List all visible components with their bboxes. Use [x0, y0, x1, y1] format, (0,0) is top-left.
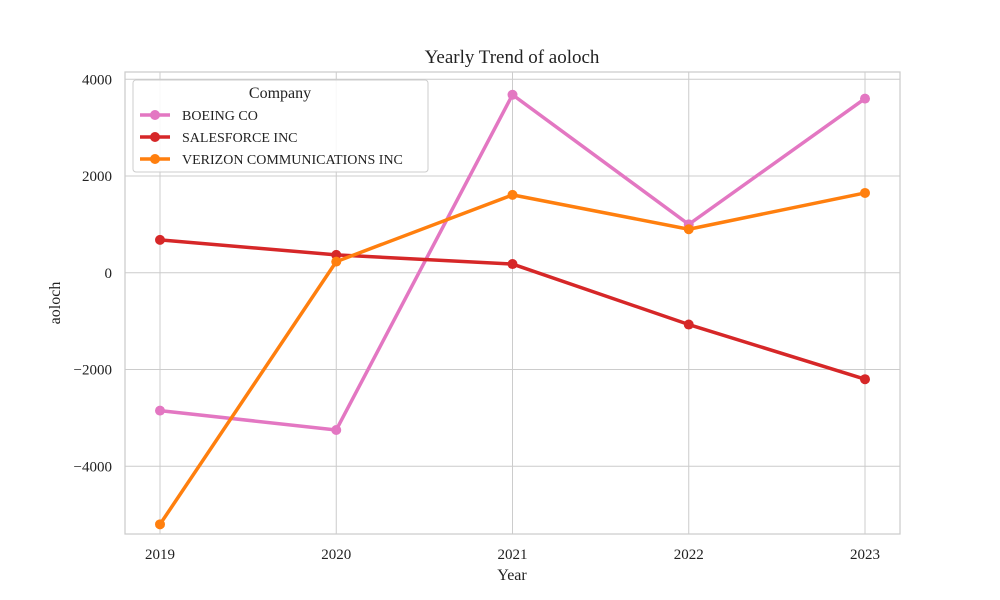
data-point [683, 319, 694, 330]
legend-label: SALESFORCE INC [182, 131, 298, 146]
legend-marker [150, 132, 160, 142]
y-tick-label: 2000 [82, 169, 112, 185]
legend-entry: SALESFORCE INC [140, 131, 298, 146]
legend-title: Company [249, 85, 311, 102]
legend-box [132, 79, 429, 173]
y-tick-label: −2000 [74, 363, 112, 379]
legend-marker [150, 110, 160, 120]
x-tick-label: 2022 [674, 547, 704, 563]
legend-label: BOEING CO [182, 109, 258, 124]
series-layer [155, 89, 870, 530]
y-axis-label: aoloch [47, 282, 64, 325]
y-tick-label: −4000 [74, 459, 112, 475]
data-point [155, 519, 165, 530]
data-point [860, 187, 870, 198]
data-point [507, 89, 518, 100]
y-tick-label: 4000 [82, 72, 112, 88]
data-point [683, 224, 694, 235]
chart-title: Yearly Trend of aoloch [425, 47, 600, 68]
data-point [507, 189, 518, 200]
data-point [331, 424, 342, 435]
data-point [507, 259, 518, 270]
y-tick-label: 0 [105, 266, 113, 282]
data-point [155, 405, 165, 416]
plot-area-frame [124, 71, 901, 535]
x-tick-label: 2021 [498, 547, 528, 563]
legend-entry: BOEING CO [140, 109, 258, 124]
data-point [860, 93, 870, 104]
legend-marker [150, 154, 160, 164]
legend-entry: VERIZON COMMUNICATIONS INC [140, 153, 403, 168]
data-point [860, 374, 870, 385]
legend-entries: BOEING CO SALESFORCE INC VERIZON COMMUNICA… [140, 109, 403, 168]
tick-labels: 2019 2020 2021 2022 2023 4000 2000 0 −2000 −4000 [74, 72, 880, 563]
legend: Company BOEING CO SALESFORCE INC VERIZON C… [132, 79, 429, 173]
x-tick-label: 2020 [321, 547, 351, 563]
data-point [331, 256, 342, 267]
x-tick-label: 2019 [145, 547, 175, 563]
x-tick-label: 2023 [850, 547, 880, 563]
series-group [155, 187, 870, 530]
data-point [155, 234, 165, 245]
legend-label: VERIZON COMMUNICATIONS INC [182, 153, 403, 168]
x-axis-label: Year [497, 567, 527, 584]
